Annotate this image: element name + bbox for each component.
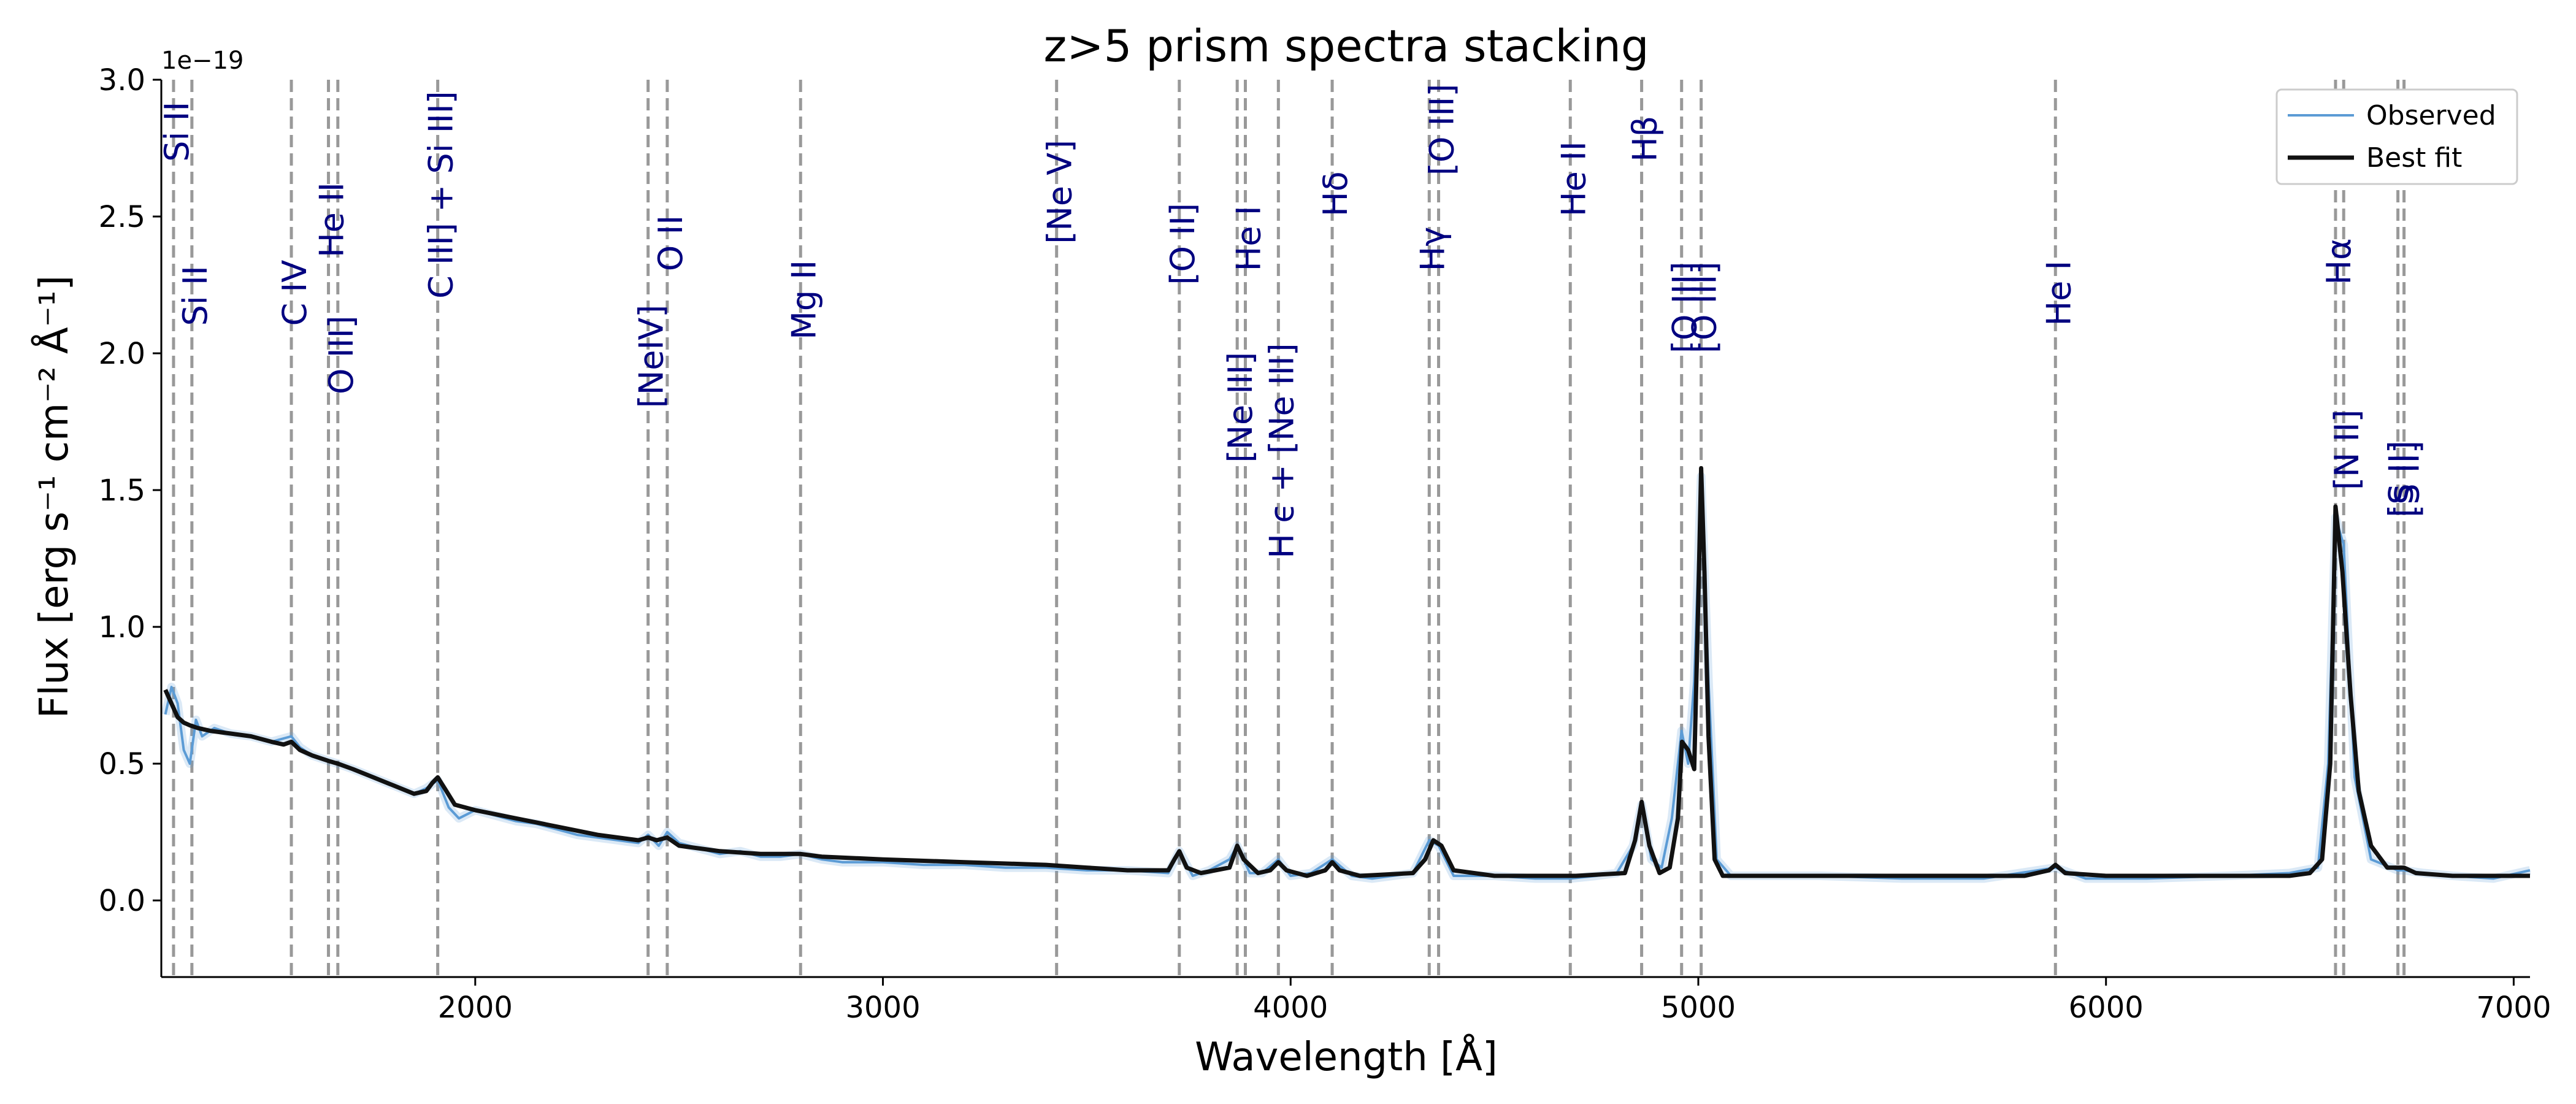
emission-line-label: O III] — [322, 315, 361, 394]
emission-line-label: Si II — [176, 266, 215, 326]
x-axis-ticks: 2000 3000 4000 5000 6000 7000 — [438, 977, 2551, 1025]
emission-lines — [172, 80, 2406, 977]
emission-line-label: [Ne V] — [1041, 140, 1079, 244]
emission-line-label: C IV — [275, 260, 314, 326]
emission-line-label: He II — [1554, 141, 1593, 217]
emission-line-label: Hα — [2320, 238, 2358, 285]
emission-line-label: H ϵ + [Ne III] — [1262, 343, 1301, 558]
emission-line-label: Hδ — [1316, 171, 1355, 217]
x-tick-label: 5000 — [1661, 991, 1736, 1025]
y-tick-label: 0.0 — [99, 884, 145, 918]
y-axis-label: Flux [erg s⁻¹ cm⁻² Å⁻¹] — [31, 275, 77, 719]
legend-frame — [2275, 88, 2518, 185]
legend: Observed Best fit — [2275, 88, 2518, 185]
emission-line-label: Si II — [158, 102, 196, 162]
data-series — [161, 466, 2531, 883]
emission-line-label: He I — [1229, 205, 1268, 271]
y-axis-offset-label: 1e−19 — [161, 47, 243, 75]
x-tick-label: 6000 — [2069, 991, 2144, 1025]
x-tick-label: 7000 — [2476, 991, 2551, 1025]
y-tick-label: 3.0 — [99, 63, 145, 98]
emission-line-label: Mg II — [784, 260, 823, 340]
y-tick-label: 2.5 — [99, 200, 145, 234]
emission-line-label: [NeIV] — [632, 305, 671, 408]
x-tick-label: 3000 — [845, 991, 920, 1025]
x-axis-label: Wavelength [Å] — [1195, 1033, 1498, 1080]
emission-line-label: Hβ — [1626, 116, 1665, 162]
y-axis-ticks: 0.0 0.5 1.0 1.5 2.0 2.5 3.0 — [99, 63, 161, 918]
emission-line-label: [O III] — [1685, 261, 1724, 353]
legend-best-fit-label: Best fit — [2366, 142, 2462, 174]
emission-line-label: O II — [651, 215, 690, 272]
y-tick-label: 2.0 — [99, 337, 145, 371]
legend-observed-label: Observed — [2366, 100, 2496, 131]
x-tick-label: 2000 — [438, 991, 513, 1025]
axes-spines — [160, 80, 2530, 978]
emission-line-label: [O III] — [1423, 84, 1462, 176]
emission-line-label: He II — [313, 182, 351, 258]
emission-line-label: He I — [2039, 261, 2078, 326]
emission-line-label: [S II] — [2388, 440, 2427, 517]
y-tick-label: 1.0 — [99, 610, 145, 645]
emission-line-label: [O III] — [1666, 261, 1704, 353]
x-tick-label: 4000 — [1253, 991, 1328, 1025]
y-tick-label: 0.5 — [99, 747, 145, 781]
emission-line-label: [Ne III] — [1221, 352, 1260, 463]
y-tick-label: 1.5 — [99, 473, 145, 508]
emission-line-label: [N II] — [2328, 410, 2366, 491]
emission-line-label: Hγ — [1413, 227, 1452, 272]
emission-line-label: [O II] — [1163, 203, 1202, 285]
best-fit-series-line — [163, 466, 2530, 878]
chart-title: z>5 prism spectra stacking — [1043, 20, 1649, 72]
emission-line-label: C III] + Si III] — [422, 91, 461, 299]
emission-line-label: [S II] — [2382, 440, 2421, 517]
